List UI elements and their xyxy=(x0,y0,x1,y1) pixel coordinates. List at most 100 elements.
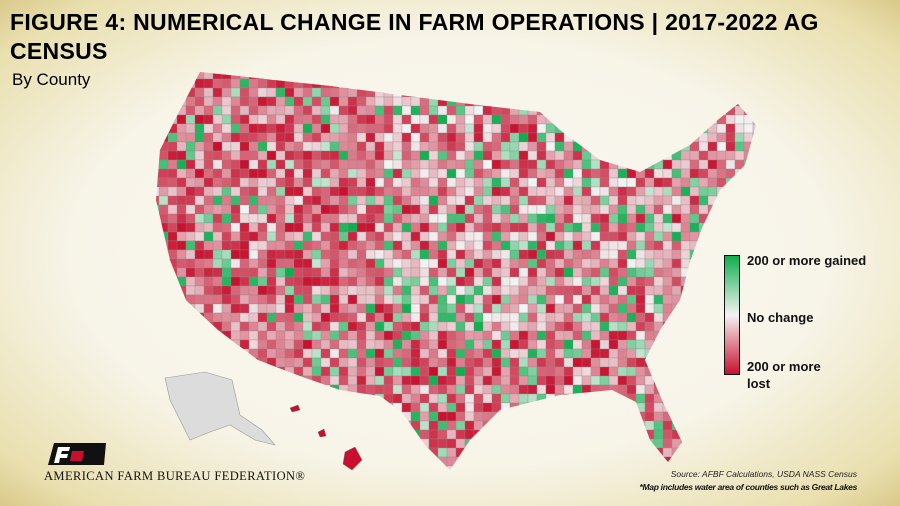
county-cell xyxy=(156,321,160,332)
county-cell xyxy=(563,393,574,404)
county-cell xyxy=(509,159,520,170)
county-cell xyxy=(284,447,295,458)
county-cell xyxy=(617,141,628,152)
county-cell xyxy=(203,438,214,449)
county-cell xyxy=(518,402,529,413)
county-cell xyxy=(221,177,232,188)
county-cell xyxy=(446,348,457,359)
county-cell xyxy=(536,447,547,458)
county-cell xyxy=(608,195,619,206)
county-cell xyxy=(572,456,583,467)
county-cell xyxy=(293,72,313,80)
county-cell xyxy=(734,195,745,206)
county-cell xyxy=(473,249,484,260)
county-cell xyxy=(518,375,529,386)
county-cell xyxy=(527,294,538,305)
county-cell xyxy=(536,330,547,341)
county-cell xyxy=(221,186,232,197)
county-cell xyxy=(617,312,628,323)
county-cell xyxy=(554,438,565,449)
county-cell xyxy=(338,240,349,251)
county-cell xyxy=(392,330,403,341)
county-cell xyxy=(473,123,484,134)
county-cell xyxy=(410,204,421,215)
county-cell xyxy=(410,72,421,80)
county-cell xyxy=(446,249,457,260)
county-cell xyxy=(635,177,646,188)
county-cell xyxy=(293,267,304,278)
county-cell xyxy=(554,393,565,404)
county-cell xyxy=(752,456,756,467)
county-cell xyxy=(743,186,754,197)
county-cell xyxy=(491,159,502,170)
county-cell xyxy=(401,438,412,449)
county-cell xyxy=(536,384,547,395)
county-cell xyxy=(410,150,421,161)
county-cell xyxy=(473,312,484,323)
county-cell xyxy=(734,384,745,395)
county-cell xyxy=(617,285,628,296)
county-cell xyxy=(545,231,556,242)
county-cell xyxy=(338,195,349,206)
county-cell xyxy=(320,393,340,404)
county-cell xyxy=(689,447,700,458)
county-cell xyxy=(239,285,250,296)
county-cell xyxy=(662,384,673,395)
county-cell xyxy=(365,465,385,470)
county-cell xyxy=(221,168,232,179)
county-cell xyxy=(158,429,178,440)
county-cell xyxy=(419,204,430,215)
county-cell xyxy=(392,123,403,134)
county-cell xyxy=(545,456,556,467)
county-cell xyxy=(563,150,574,161)
county-cell xyxy=(239,357,250,368)
county-cell xyxy=(536,258,547,269)
county-cell xyxy=(464,168,475,179)
county-cell xyxy=(518,159,529,170)
county-cell xyxy=(176,447,187,458)
county-cell xyxy=(581,429,592,440)
county-cell xyxy=(410,132,421,143)
county-cell xyxy=(266,294,277,305)
county-cell xyxy=(743,114,754,125)
county-cell xyxy=(734,177,745,188)
county-cell xyxy=(689,258,700,269)
county-cell xyxy=(230,321,241,332)
county-cell xyxy=(608,456,619,467)
county-cell xyxy=(392,366,403,377)
county-cell xyxy=(698,330,709,341)
county-cell xyxy=(302,411,322,422)
county-cell xyxy=(671,204,682,215)
county-cell xyxy=(320,150,331,161)
county-cell xyxy=(590,258,601,269)
county-cell xyxy=(473,204,484,215)
county-cell xyxy=(617,420,628,431)
county-cell xyxy=(374,87,385,98)
county-cell xyxy=(428,447,439,458)
county-cell xyxy=(608,105,619,116)
county-cell xyxy=(194,204,205,215)
county-cell xyxy=(428,375,439,386)
county-cell xyxy=(707,267,718,278)
county-cell xyxy=(482,402,493,413)
county-cell xyxy=(365,72,376,80)
county-cell xyxy=(401,204,412,215)
county-cell xyxy=(671,402,682,413)
county-cell xyxy=(284,78,295,89)
county-cell xyxy=(437,105,448,116)
county-cell xyxy=(156,249,169,260)
county-cell xyxy=(608,240,619,251)
county-cell xyxy=(500,87,511,98)
county-cell xyxy=(167,447,187,458)
county-cell xyxy=(266,303,277,314)
county-cell xyxy=(374,411,385,422)
county-cell xyxy=(554,429,565,440)
county-cell xyxy=(536,96,547,107)
county-cell xyxy=(644,186,655,197)
county-cell xyxy=(671,321,682,332)
county-cell xyxy=(572,393,583,404)
county-cell xyxy=(266,456,286,467)
county-cell xyxy=(374,258,385,269)
county-cell xyxy=(563,429,574,440)
source-text: Source: AFBF Calculations, USDA NASS Cen… xyxy=(670,469,857,479)
